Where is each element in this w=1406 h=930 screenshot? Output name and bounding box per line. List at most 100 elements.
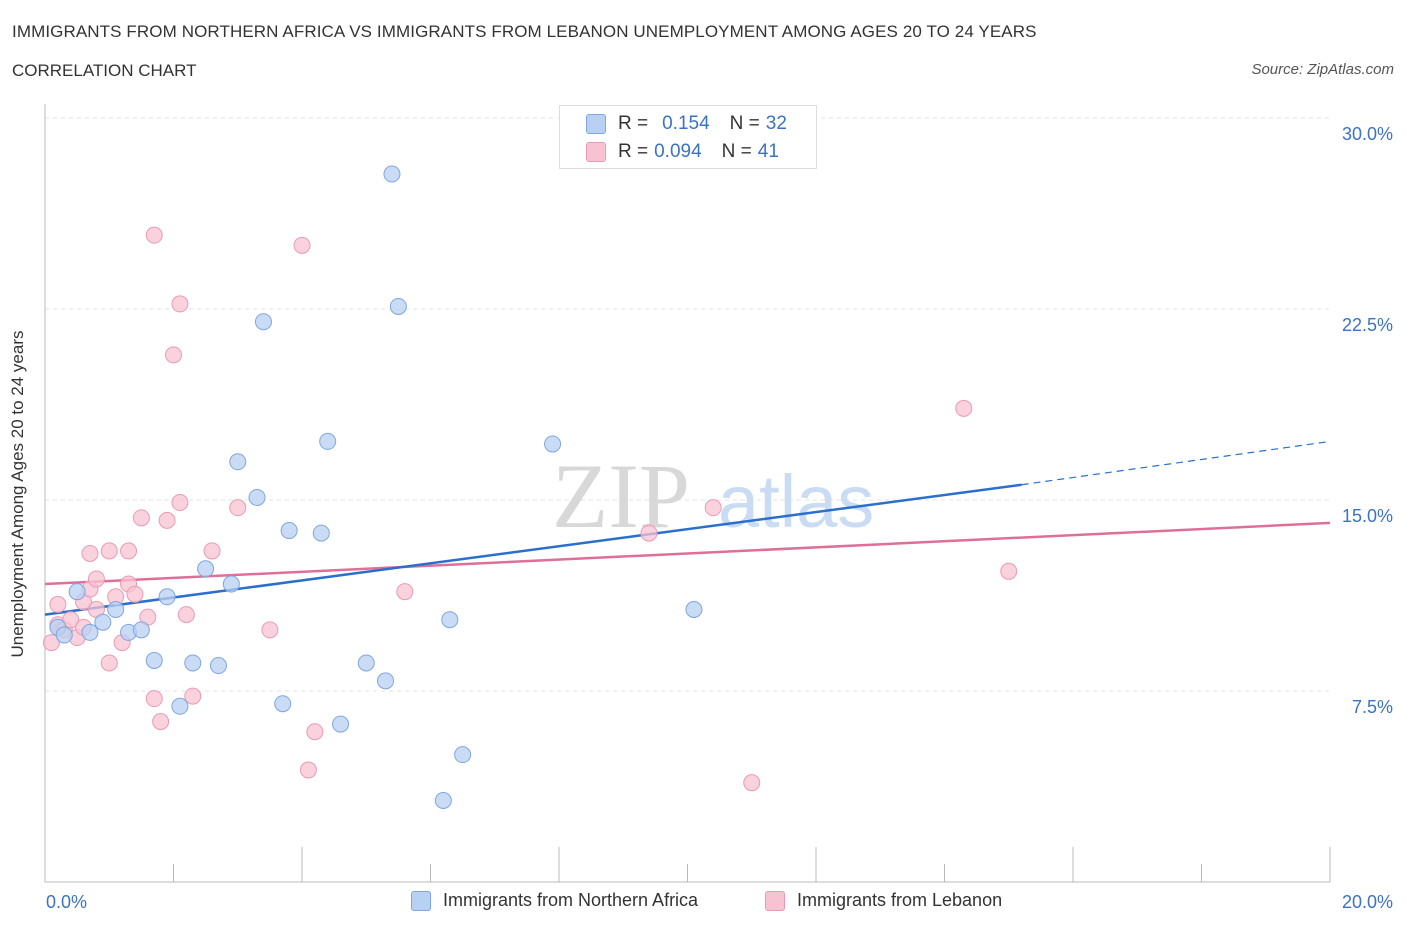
chart-subtitle: CORRELATION CHART (12, 61, 197, 80)
point-northern-africa (158, 588, 176, 606)
point-northern-africa (319, 432, 337, 450)
legend-swatch-blue (411, 890, 431, 911)
point-lebanon (42, 634, 60, 652)
legend-swatch-pink (765, 890, 785, 911)
point-lebanon (306, 723, 324, 741)
point-northern-africa (209, 657, 227, 675)
point-lebanon (165, 346, 182, 364)
point-lebanon (49, 595, 67, 613)
y-tick-label-1: 15.0% (1342, 506, 1393, 526)
point-northern-africa (441, 611, 459, 629)
watermark-atlas: atlas (718, 460, 874, 543)
x-tick-label-1: 20.0% (1342, 892, 1393, 912)
x-tick-label-0: 0.0% (46, 892, 87, 912)
point-lebanon (152, 713, 170, 731)
point-lebanon (177, 606, 195, 624)
stats-legend: R = 0.154 N = 32 R = 0.094 N = 41 (559, 105, 817, 169)
legend-item-northern-africa[interactable]: Immigrants from Northern Africa (411, 890, 698, 911)
point-lebanon (743, 774, 761, 792)
legend-label-lebanon: Immigrants from Lebanon (797, 890, 1003, 910)
point-northern-africa (229, 453, 247, 471)
point-northern-africa (280, 522, 298, 540)
point-northern-africa (383, 165, 401, 183)
point-northern-africa (544, 435, 562, 453)
point-lebanon (293, 236, 311, 254)
axes (44, 104, 1331, 883)
point-northern-africa (145, 651, 163, 669)
point-lebanon (100, 654, 118, 672)
r-label: R = (618, 113, 649, 134)
r-label: R = (618, 141, 649, 162)
stats-legend-row-lebanon: R = 0.094 N = 41 (586, 140, 779, 164)
point-northern-africa (197, 560, 215, 578)
point-northern-africa (132, 621, 150, 639)
point-northern-africa (55, 626, 73, 644)
legend-swatch-pink (586, 142, 606, 162)
point-lebanon (158, 511, 176, 529)
source-credit: Source: ZipAtlas.com (1251, 61, 1394, 78)
point-lebanon (126, 585, 144, 603)
point-northern-africa (685, 601, 703, 619)
trend-line-lebanon (44, 521, 1331, 586)
point-lebanon (640, 524, 658, 542)
point-lebanon (81, 544, 99, 562)
point-lebanon (955, 399, 973, 417)
point-lebanon (261, 621, 279, 639)
point-lebanon (171, 494, 189, 512)
point-lebanon (184, 687, 202, 705)
point-northern-africa (274, 695, 292, 713)
r-value: 0.154 (662, 113, 710, 134)
point-lebanon (100, 542, 118, 560)
point-lebanon (120, 542, 138, 560)
point-northern-africa (312, 524, 330, 542)
n-label: N = (721, 141, 752, 162)
legend-label-northern-africa: Immigrants from Northern Africa (443, 890, 699, 910)
y-tick-label-3: 30.0% (1342, 124, 1393, 144)
point-lebanon (1000, 562, 1018, 580)
point-northern-africa (184, 654, 202, 672)
points-northern-africa (49, 165, 703, 810)
n-label: N = (729, 113, 760, 134)
watermark: ZIP atlas (552, 445, 874, 547)
point-northern-africa (81, 623, 99, 641)
point-northern-africa (377, 672, 395, 690)
point-northern-africa (254, 313, 272, 331)
point-lebanon (396, 583, 414, 601)
point-northern-africa (434, 792, 452, 810)
point-lebanon (145, 226, 163, 244)
point-northern-africa (107, 601, 125, 619)
trend-lines (44, 440, 1331, 616)
legend-swatch-blue (586, 114, 606, 134)
point-lebanon (299, 761, 317, 779)
trend-line-northern-africa (44, 483, 1022, 616)
y-tick-label-2: 22.5% (1342, 315, 1393, 335)
stats-legend-row-northern-africa: R = 0.154 N = 32 (586, 112, 787, 136)
r-value: 0.094 (654, 141, 702, 162)
point-lebanon (87, 570, 105, 588)
n-value: 32 (765, 113, 787, 134)
point-northern-africa (389, 297, 407, 315)
point-northern-africa (68, 583, 86, 601)
chart-title: IMMIGRANTS FROM NORTHERN AFRICA VS IMMIG… (12, 22, 1037, 41)
point-northern-africa (332, 715, 350, 733)
point-northern-africa (248, 488, 266, 506)
watermark-zip: ZIP (552, 445, 690, 547)
tick-labels: 7.5% 15.0% 22.5% 30.0% 0.0% 20.0% (46, 124, 1393, 912)
point-northern-africa (454, 746, 472, 764)
trend-line-northern-africa-extension (1021, 440, 1331, 486)
point-northern-africa (222, 575, 240, 593)
point-northern-africa (171, 697, 189, 715)
point-lebanon (229, 499, 247, 517)
point-lebanon (132, 509, 150, 527)
n-value: 41 (757, 141, 779, 162)
point-lebanon (62, 611, 80, 629)
point-lebanon (203, 542, 221, 560)
point-lebanon (171, 295, 189, 313)
legend-item-lebanon[interactable]: Immigrants from Lebanon (765, 890, 1002, 911)
series-legend: Immigrants from Northern Africa Immigran… (0, 888, 1406, 916)
point-northern-africa (357, 654, 375, 672)
point-northern-africa (94, 613, 112, 631)
point-lebanon (145, 690, 163, 708)
point-lebanon (704, 499, 722, 517)
